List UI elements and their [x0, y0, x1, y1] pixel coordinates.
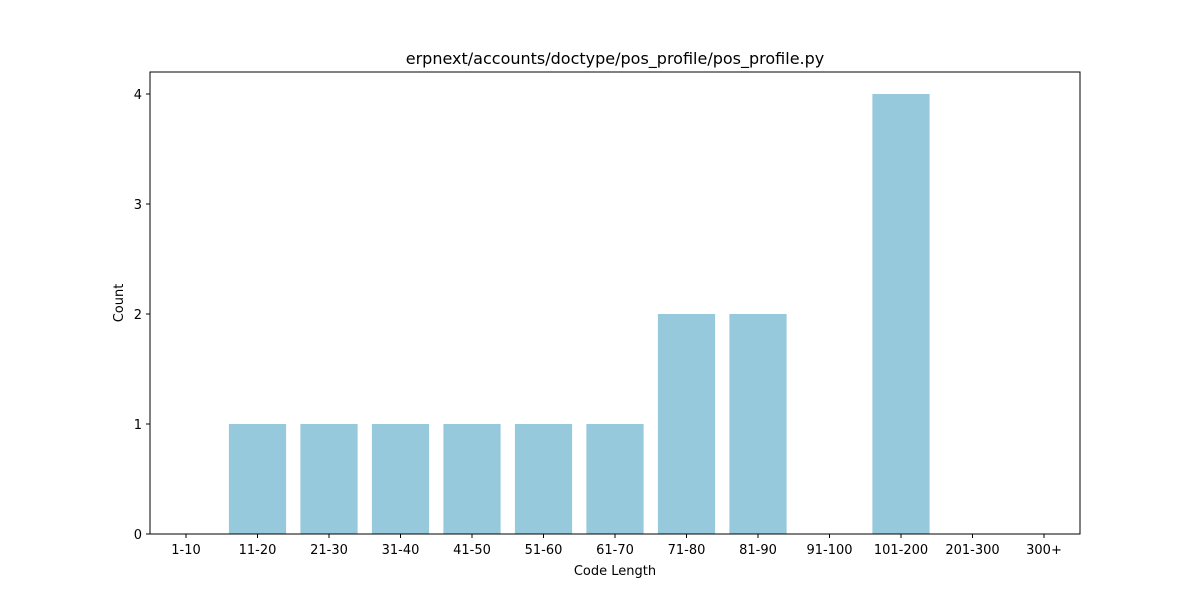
- x-tick-label: 11-20: [239, 543, 277, 558]
- y-axis-label: Count: [112, 284, 127, 323]
- x-axis-label: Code Length: [574, 564, 656, 579]
- x-tick-label: 201-300: [945, 543, 999, 558]
- bar-31-40: [371, 424, 430, 534]
- y-axis-ticks: 0 1 2 3 4: [134, 88, 150, 543]
- x-axis-ticks: 1-10 11-20 21-30 31-40 41-50 51-60 61-70 71-80 8…: [171, 534, 1062, 558]
- x-tick-label: 91-100: [806, 543, 852, 558]
- bars-group: [228, 94, 930, 534]
- bar-61-70: [586, 424, 644, 534]
- bar-81-90: [729, 314, 787, 534]
- chart-title: erpnext/accounts/doctype/pos_profile/pos…: [406, 49, 825, 69]
- x-tick-label: 101-200: [874, 543, 928, 558]
- x-tick-label: 1-10: [171, 543, 201, 558]
- bar-21-30: [300, 424, 358, 534]
- x-tick-label: 71-80: [668, 543, 706, 558]
- x-tick-label: 31-40: [382, 543, 420, 558]
- x-tick-label: 61-70: [596, 543, 634, 558]
- x-tick-label: 41-50: [453, 543, 491, 558]
- y-tick-label: 0: [134, 528, 142, 543]
- bar-101-200: [872, 94, 930, 534]
- x-tick-label: 300+: [1026, 543, 1062, 558]
- bar-41-50: [443, 424, 501, 534]
- bar-71-80: [657, 314, 716, 534]
- y-tick-label: 1: [134, 418, 142, 433]
- y-tick-label: 4: [134, 88, 142, 103]
- bar-51-60: [514, 424, 573, 534]
- y-tick-label: 2: [134, 308, 142, 323]
- x-tick-label: 81-90: [739, 543, 777, 558]
- x-tick-label: 21-30: [310, 543, 348, 558]
- y-tick-label: 3: [134, 198, 142, 213]
- bar-11-20: [228, 424, 287, 534]
- x-tick-label: 51-60: [525, 543, 563, 558]
